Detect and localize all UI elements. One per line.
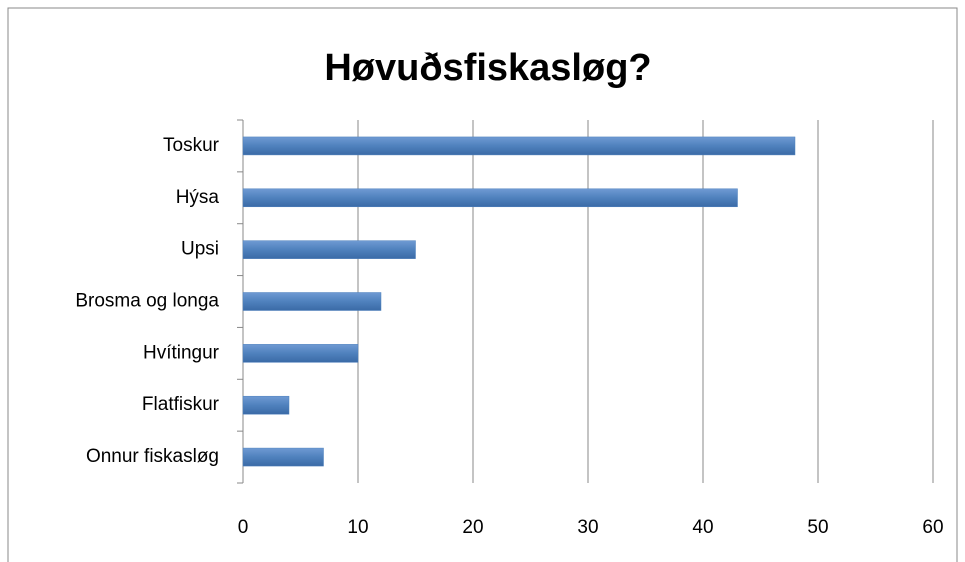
bar (242, 447, 324, 467)
x-tick-label: 0 (238, 517, 249, 538)
bar (242, 292, 382, 311)
y-tick-label: Upsi (181, 239, 219, 260)
chart-title: Høvuðsfiskasløg? (324, 47, 651, 89)
x-tick-label: 40 (692, 517, 713, 538)
bar (242, 344, 359, 363)
y-tick-label: Toskur (163, 135, 220, 156)
bar (242, 395, 290, 415)
chart-frame (7, 7, 958, 562)
x-tick-label: 20 (462, 517, 483, 538)
y-tick-label: Brosma og longa (75, 291, 219, 312)
bar (242, 188, 738, 208)
y-tick-label: Hýsa (176, 187, 220, 208)
y-tick-label: Onnur fiskasløg (86, 446, 219, 467)
x-tick-label: 30 (577, 517, 598, 538)
bar (242, 136, 796, 156)
bar (242, 240, 416, 259)
y-tick-label: Hvítingur (143, 342, 220, 363)
x-tick-label: 50 (807, 517, 828, 538)
x-tick-label: 10 (347, 517, 368, 538)
x-tick-label: 60 (922, 517, 943, 538)
y-tick-label: Flatfiskur (142, 394, 220, 415)
